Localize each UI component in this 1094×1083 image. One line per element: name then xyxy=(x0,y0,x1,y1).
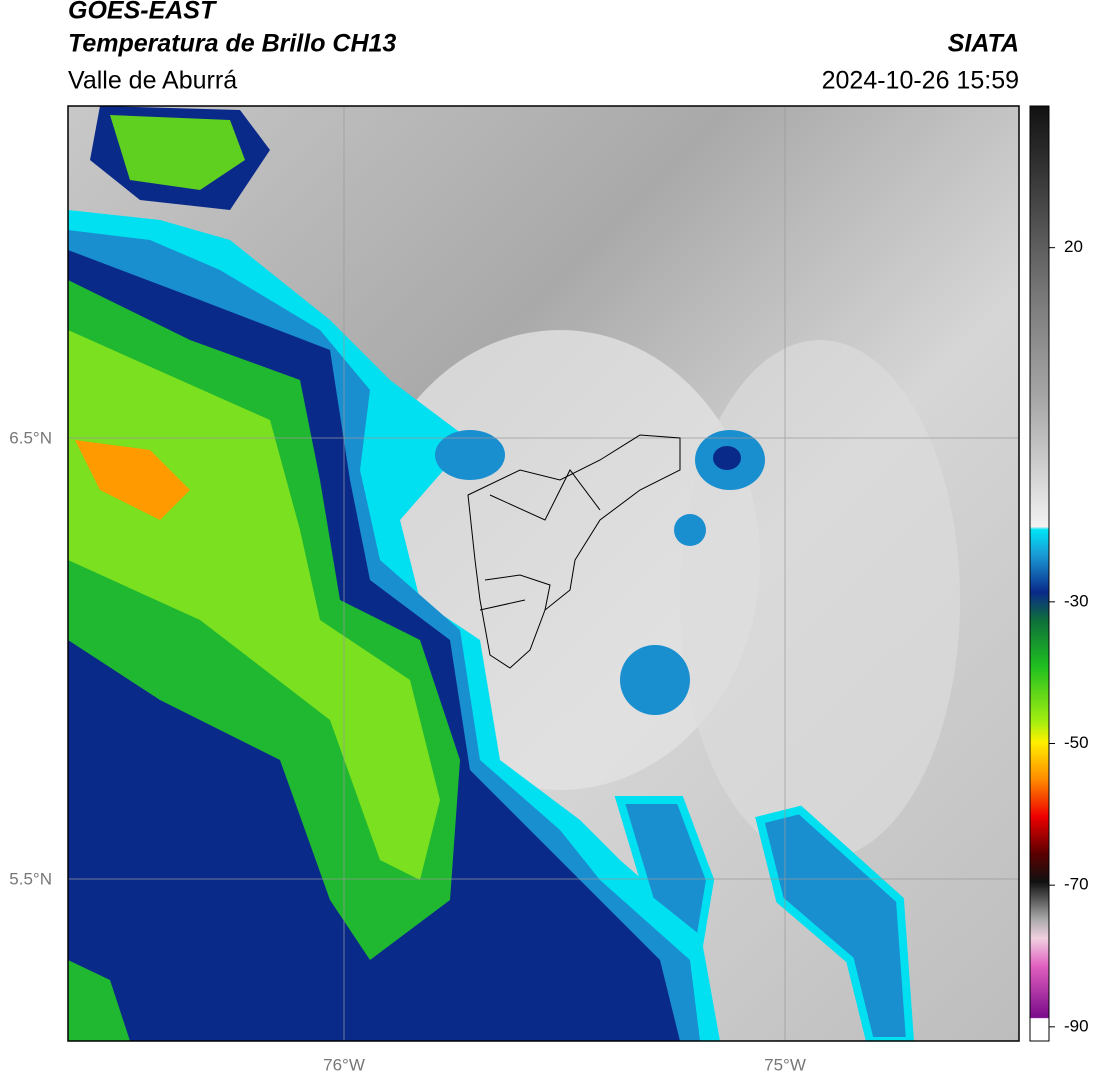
cloud-cell xyxy=(713,446,741,470)
cloud-cell xyxy=(110,115,245,190)
colorbar-tick-label: -70 xyxy=(1064,875,1089,894)
lon-label: 76°W xyxy=(323,1055,365,1074)
colorbar-ticks: 20 -30 -50 -70 -90 xyxy=(1049,237,1089,1035)
cloud-field xyxy=(680,340,960,860)
cloud-peak xyxy=(75,440,190,520)
lat-label: 6.5°N xyxy=(9,428,52,447)
colorbar-tick-label: -90 xyxy=(1064,1016,1089,1035)
source: SIATA xyxy=(948,30,1019,58)
colorbar-tick-label: -50 xyxy=(1064,733,1089,752)
cloud-band xyxy=(614,796,715,948)
cloud-band xyxy=(755,805,915,1041)
subtitle: Temperatura de Brillo CH13 xyxy=(68,30,396,58)
map-field xyxy=(68,106,1019,1041)
cloud-cell xyxy=(68,960,130,1041)
colorbar-tick-label: 20 xyxy=(1064,237,1083,256)
boundary xyxy=(467,434,681,669)
region: Valle de Aburrá xyxy=(68,67,237,95)
lat-label: 5.5°N xyxy=(9,869,52,888)
colorbar-tick-label: -30 xyxy=(1064,591,1089,610)
lon-label: 75°W xyxy=(764,1055,806,1074)
cloud-cell xyxy=(674,514,706,546)
cloud-cell xyxy=(620,645,690,715)
colorbar xyxy=(1029,105,1050,1042)
cloud-cell xyxy=(435,430,505,480)
boundary xyxy=(479,469,601,611)
map-frame xyxy=(67,105,1020,1042)
timestamp: 2024-10-26 15:59 xyxy=(822,67,1019,95)
title: GOES-EAST xyxy=(68,0,218,25)
